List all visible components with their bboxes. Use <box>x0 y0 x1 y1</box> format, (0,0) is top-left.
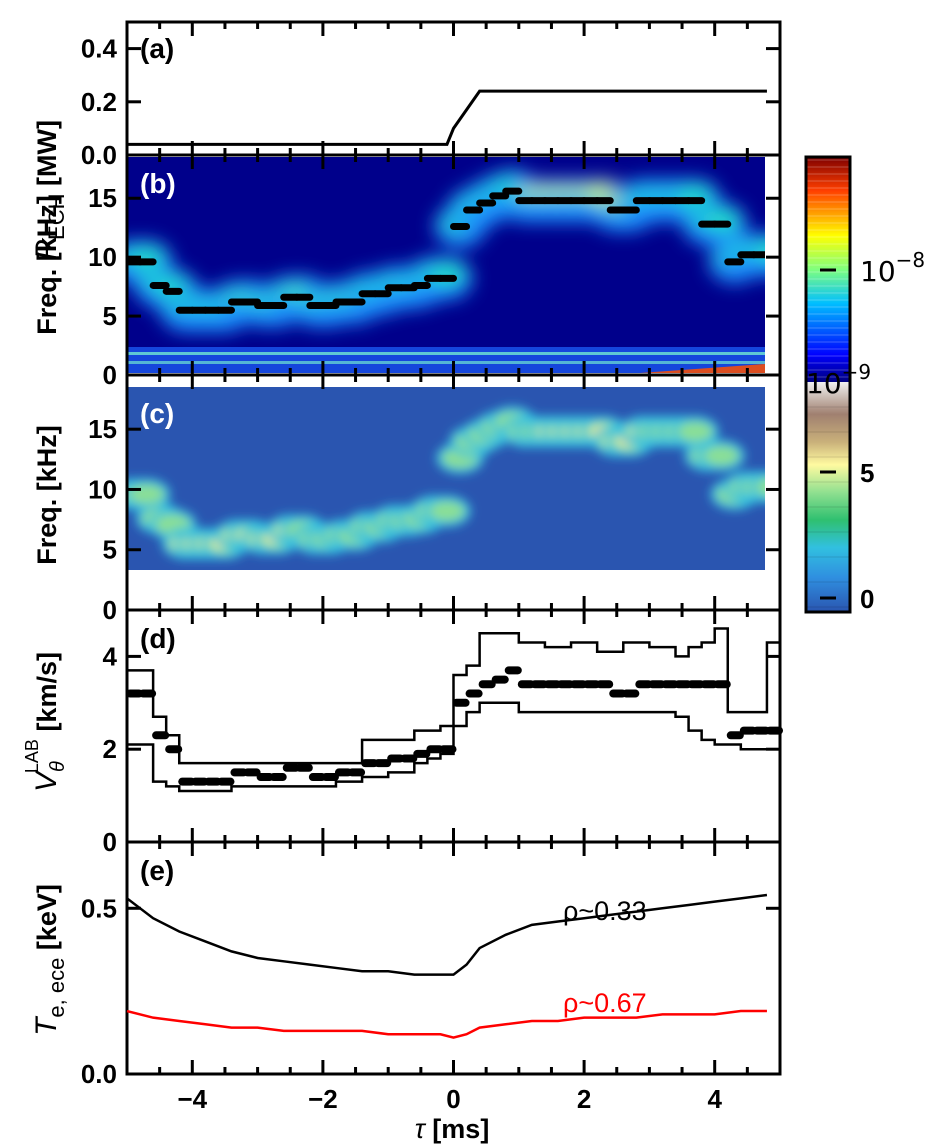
velocity-lower-bound <box>127 701 780 793</box>
panel-c-letter: (c) <box>140 398 174 429</box>
series-label-rho-067: ρ~0.67 <box>563 988 647 1018</box>
colorbar: 10−8 10−9 5 0 <box>804 155 925 614</box>
panel-b-letter: (b) <box>140 168 176 199</box>
y-tick-label: 0.0 <box>81 1059 117 1089</box>
heatmap-c-cell <box>703 445 740 466</box>
panel-b-ylabel: Freq. [kHz] <box>32 195 62 335</box>
colorbar-label-0: 0 <box>860 584 874 614</box>
heatmap-c-empty-band <box>127 570 765 610</box>
heatmap-c-cell <box>677 421 714 442</box>
y-tick-label: 5 <box>103 301 117 331</box>
x-tick-label: −4 <box>177 1084 207 1114</box>
y-tick-label: 5 <box>103 535 117 565</box>
colorbar-frame <box>804 155 852 614</box>
heatmap-b-lowfreq-line-2 <box>127 361 765 364</box>
heatmap-c <box>127 387 765 570</box>
pech-line <box>127 89 767 146</box>
y-tick-label: 0 <box>103 827 117 857</box>
y-tick-label: 0.2 <box>81 87 117 117</box>
heatmap-c-cell <box>128 484 165 505</box>
y-tick-label: 15 <box>88 183 117 213</box>
te-line-rho-067 <box>126 1009 767 1039</box>
panel-c-ylabel: Freq. [kHz] <box>32 425 62 565</box>
y-tick-label: 0 <box>103 595 117 625</box>
y-tick-label: 2 <box>103 734 117 764</box>
heatmap-c-cell <box>755 478 765 496</box>
series-label-rho-033: ρ~0.33 <box>563 896 647 926</box>
velocity-upper-bound <box>127 627 780 765</box>
colorbar-label-1e-8: 10−8 <box>860 248 925 288</box>
heatmap-b <box>127 157 765 373</box>
x-tick-label: −2 <box>308 1084 338 1114</box>
x-tick-label: 4 <box>707 1084 722 1114</box>
heatmap-b-cell <box>753 239 765 262</box>
panel-a-letter: (a) <box>140 33 174 64</box>
panel-e-frame <box>125 840 782 1076</box>
x-tick-label: 2 <box>577 1084 591 1114</box>
y-tick-label: 0.5 <box>81 893 117 923</box>
x-axis-title: τ [ms] <box>415 1114 490 1144</box>
panel-d-letter: (d) <box>140 623 176 654</box>
heatmap-c-cell <box>428 501 465 522</box>
heatmap-b-cell <box>701 208 742 233</box>
colorbar-label-5: 5 <box>860 458 874 488</box>
y-tick-label: 0 <box>103 360 117 390</box>
panel-a-frame <box>125 20 782 157</box>
panel-e-letter: (e) <box>140 855 174 886</box>
te-line-rho-033 <box>126 893 768 976</box>
heatmap-b-corner-hot <box>640 364 765 373</box>
panel-e-ylabel: Te, ece [keV] <box>30 884 69 1036</box>
y-tick-label: 0.0 <box>81 140 117 170</box>
y-tick-label: 0.4 <box>81 34 118 64</box>
y-tick-label: 10 <box>88 242 117 272</box>
panel-d-ylabel: VθLAB [km/s] <box>22 652 69 792</box>
heatmap-b-lowfreq-band <box>127 347 765 373</box>
y-tick-label: 15 <box>88 414 117 444</box>
colorbar-label-1e-9: 10−9 <box>806 360 871 400</box>
panel-a-ylabel: PECH [MW] <box>30 120 69 260</box>
heatmap-b-lowfreq-line <box>127 352 765 355</box>
colorbar-c-gradient <box>806 382 850 612</box>
y-tick-label: 10 <box>88 474 117 504</box>
x-tick-label: 0 <box>446 1084 460 1114</box>
heatmap-b-cell <box>426 262 467 287</box>
y-tick-label: 4 <box>103 641 118 671</box>
